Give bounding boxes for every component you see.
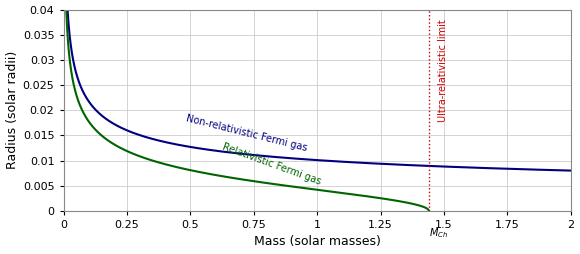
X-axis label: Mass (solar masses): Mass (solar masses) [254,235,380,248]
Y-axis label: Radius (solar radii): Radius (solar radii) [6,51,19,169]
Text: $M_{Ch}$: $M_{Ch}$ [429,226,448,240]
Text: Non-relativistic Fermi gas: Non-relativistic Fermi gas [184,113,308,153]
Text: Relativistic Fermi gas: Relativistic Fermi gas [221,142,322,187]
Text: Ultra-relativistic limit: Ultra-relativistic limit [438,20,448,122]
